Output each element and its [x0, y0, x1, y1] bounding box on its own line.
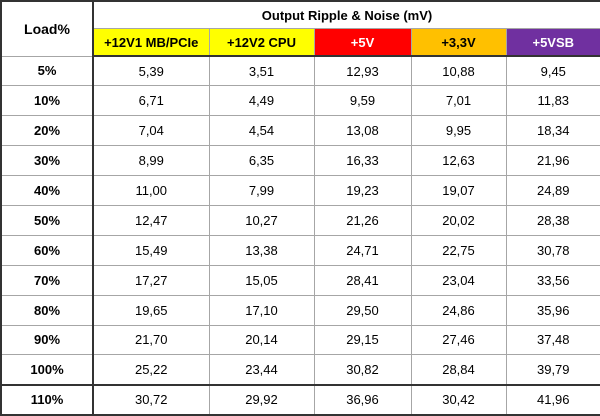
load-cell: 5%	[0, 55, 94, 87]
value-cell: 24,71	[313, 234, 412, 266]
value-cell: 19,23	[313, 175, 412, 206]
value-cell: 23,44	[208, 354, 315, 386]
value-cell: 11,83	[505, 85, 600, 117]
value-cell: 9,95	[410, 115, 507, 147]
value-cell: 7,04	[92, 115, 210, 147]
value-cell: 37,48	[505, 324, 600, 356]
value-cell: 6,35	[208, 145, 315, 177]
value-cell: 10,88	[410, 55, 507, 87]
value-cell: 8,99	[92, 145, 210, 177]
value-cell: 12,93	[313, 55, 412, 87]
value-cell: 13,38	[208, 234, 315, 266]
value-cell: 6,71	[92, 85, 210, 117]
value-cell: 28,84	[410, 354, 507, 386]
table-row: 40% 11,00 7,99 19,23 19,07 24,89	[0, 175, 600, 206]
load-cell: 80%	[0, 294, 94, 326]
load-cell: 40%	[0, 175, 94, 206]
value-cell: 15,05	[208, 264, 315, 296]
value-cell: 12,47	[92, 204, 210, 236]
value-cell: 30,42	[410, 383, 507, 416]
table-row: 50% 12,47 10,27 21,26 20,02 28,38	[0, 204, 600, 236]
value-cell: 9,59	[313, 85, 412, 117]
value-cell: 22,75	[410, 234, 507, 266]
value-cell: 5,39	[92, 55, 210, 87]
load-cell: 70%	[0, 264, 94, 296]
value-cell: 25,22	[92, 354, 210, 386]
table-row: 110% 30,72 29,92 36,96 30,42 41,96	[0, 383, 600, 416]
value-cell: 30,72	[92, 383, 210, 416]
load-cell: 30%	[0, 145, 94, 177]
value-cell: 11,00	[92, 175, 210, 206]
value-cell: 35,96	[505, 294, 600, 326]
value-cell: 19,65	[92, 294, 210, 326]
table-row: 70% 17,27 15,05 28,41 23,04 33,56	[0, 264, 600, 296]
value-cell: 4,49	[208, 85, 315, 117]
load-cell: 50%	[0, 204, 94, 236]
value-cell: 21,96	[505, 145, 600, 177]
load-cell: 60%	[0, 234, 94, 266]
column-header: +3,3V	[410, 28, 507, 57]
value-cell: 33,56	[505, 264, 600, 296]
load-cell: 20%	[0, 115, 94, 147]
table-row: 10% 6,71 4,49 9,59 7,01 11,83	[0, 85, 600, 117]
value-cell: 21,26	[313, 204, 412, 236]
value-cell: 41,96	[505, 383, 600, 416]
column-header: +5V	[313, 28, 412, 57]
column-header: +12V1 MB/PCIe	[92, 28, 210, 57]
value-cell: 19,07	[410, 175, 507, 206]
value-cell: 29,15	[313, 324, 412, 356]
table-row: 5% 5,39 3,51 12,93 10,88 9,45	[0, 55, 600, 87]
value-cell: 4,54	[208, 115, 315, 147]
value-cell: 7,01	[410, 85, 507, 117]
value-cell: 29,92	[208, 383, 315, 416]
corner-header: Load%	[0, 0, 94, 57]
table-row: 90% 21,70 20,14 29,15 27,46 37,48	[0, 324, 600, 356]
value-cell: 3,51	[208, 55, 315, 87]
column-header: +12V2 CPU	[208, 28, 315, 57]
value-cell: 21,70	[92, 324, 210, 356]
load-cell: 100%	[0, 354, 94, 386]
value-cell: 24,89	[505, 175, 600, 206]
table-row: 100% 25,22 23,44 30,82 28,84 39,79	[0, 354, 600, 386]
value-cell: 24,86	[410, 294, 507, 326]
value-cell: 39,79	[505, 354, 600, 386]
value-cell: 36,96	[313, 383, 412, 416]
value-cell: 7,99	[208, 175, 315, 206]
value-cell: 13,08	[313, 115, 412, 147]
load-cell: 110%	[0, 383, 94, 416]
group-header: Output Ripple & Noise (mV)	[92, 0, 600, 29]
value-cell: 15,49	[92, 234, 210, 266]
table-row: 30% 8,99 6,35 16,33 12,63 21,96	[0, 145, 600, 177]
value-cell: 17,10	[208, 294, 315, 326]
value-cell: 17,27	[92, 264, 210, 296]
value-cell: 28,41	[313, 264, 412, 296]
value-cell: 27,46	[410, 324, 507, 356]
table-row: 60% 15,49 13,38 24,71 22,75 30,78	[0, 234, 600, 266]
value-cell: 20,02	[410, 204, 507, 236]
load-cell: 90%	[0, 324, 94, 356]
table-row: 20% 7,04 4,54 13,08 9,95 18,34	[0, 115, 600, 147]
value-cell: 10,27	[208, 204, 315, 236]
value-cell: 18,34	[505, 115, 600, 147]
column-header: +5VSB	[505, 28, 600, 57]
value-cell: 16,33	[313, 145, 412, 177]
load-cell: 10%	[0, 85, 94, 117]
value-cell: 28,38	[505, 204, 600, 236]
value-cell: 23,04	[410, 264, 507, 296]
value-cell: 9,45	[505, 55, 600, 87]
value-cell: 29,50	[313, 294, 412, 326]
value-cell: 12,63	[410, 145, 507, 177]
value-cell: 30,78	[505, 234, 600, 266]
table-row: 80% 19,65 17,10 29,50 24,86 35,96	[0, 294, 600, 326]
value-cell: 30,82	[313, 354, 412, 386]
value-cell: 20,14	[208, 324, 315, 356]
